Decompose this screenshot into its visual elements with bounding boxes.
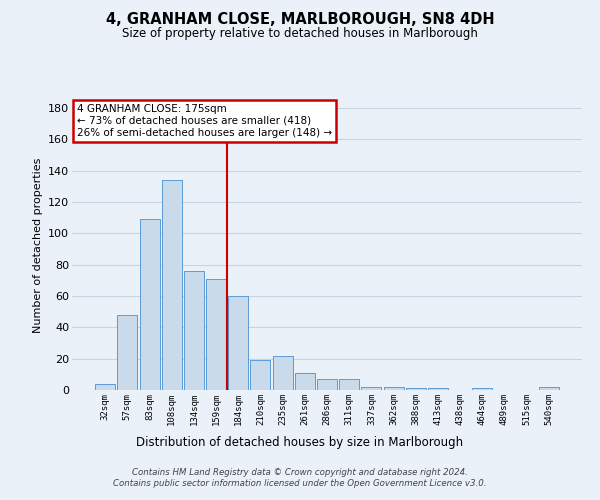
Text: 4 GRANHAM CLOSE: 175sqm
← 73% of detached houses are smaller (418)
26% of semi-d: 4 GRANHAM CLOSE: 175sqm ← 73% of detache… [77,104,332,138]
Bar [472,388,492,390]
Bar [228,296,248,390]
Bar [272,356,293,390]
Bar [339,379,359,390]
Bar [361,387,382,390]
Bar [140,219,160,390]
Bar [162,180,182,390]
Y-axis label: Number of detached properties: Number of detached properties [32,158,43,332]
Bar [428,388,448,390]
Bar [383,387,404,390]
Text: Distribution of detached houses by size in Marlborough: Distribution of detached houses by size … [136,436,464,449]
Bar [250,360,271,390]
Text: 4, GRANHAM CLOSE, MARLBOROUGH, SN8 4DH: 4, GRANHAM CLOSE, MARLBOROUGH, SN8 4DH [106,12,494,28]
Bar [184,271,204,390]
Text: Size of property relative to detached houses in Marlborough: Size of property relative to detached ho… [122,28,478,40]
Bar [295,373,315,390]
Bar [95,384,115,390]
Bar [206,278,226,390]
Text: Contains HM Land Registry data © Crown copyright and database right 2024.
Contai: Contains HM Land Registry data © Crown c… [113,468,487,487]
Bar [406,388,426,390]
Bar [118,315,137,390]
Bar [317,379,337,390]
Bar [539,387,559,390]
